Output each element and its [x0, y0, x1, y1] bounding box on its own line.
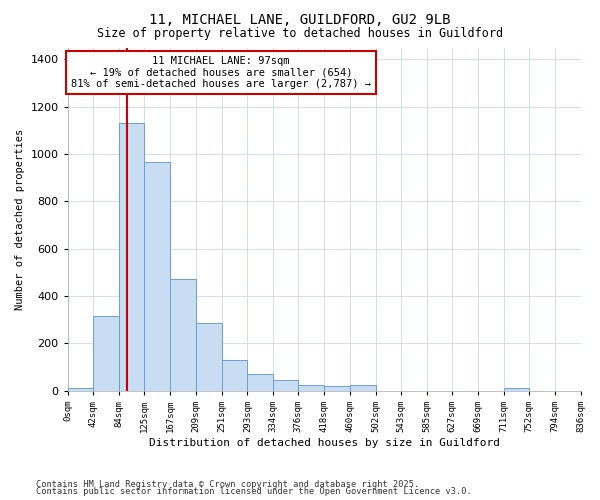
- Bar: [196, 323, 221, 390]
- Bar: [170, 280, 196, 390]
- Bar: [324, 386, 350, 390]
- Bar: [298, 385, 324, 390]
- Text: Contains HM Land Registry data © Crown copyright and database right 2025.: Contains HM Land Registry data © Crown c…: [36, 480, 419, 489]
- Text: Size of property relative to detached houses in Guildford: Size of property relative to detached ho…: [97, 28, 503, 40]
- Bar: [247, 374, 272, 390]
- Bar: [68, 388, 94, 390]
- Bar: [221, 360, 247, 390]
- Bar: [94, 316, 119, 390]
- Bar: [145, 162, 170, 390]
- Bar: [504, 388, 529, 390]
- Bar: [119, 123, 145, 390]
- Bar: [272, 380, 298, 390]
- X-axis label: Distribution of detached houses by size in Guildford: Distribution of detached houses by size …: [149, 438, 500, 448]
- Y-axis label: Number of detached properties: Number of detached properties: [15, 128, 25, 310]
- Text: 11 MICHAEL LANE: 97sqm
← 19% of detached houses are smaller (654)
81% of semi-de: 11 MICHAEL LANE: 97sqm ← 19% of detached…: [71, 56, 371, 89]
- Text: 11, MICHAEL LANE, GUILDFORD, GU2 9LB: 11, MICHAEL LANE, GUILDFORD, GU2 9LB: [149, 12, 451, 26]
- Text: Contains public sector information licensed under the Open Government Licence v3: Contains public sector information licen…: [36, 487, 472, 496]
- Bar: [350, 385, 376, 390]
